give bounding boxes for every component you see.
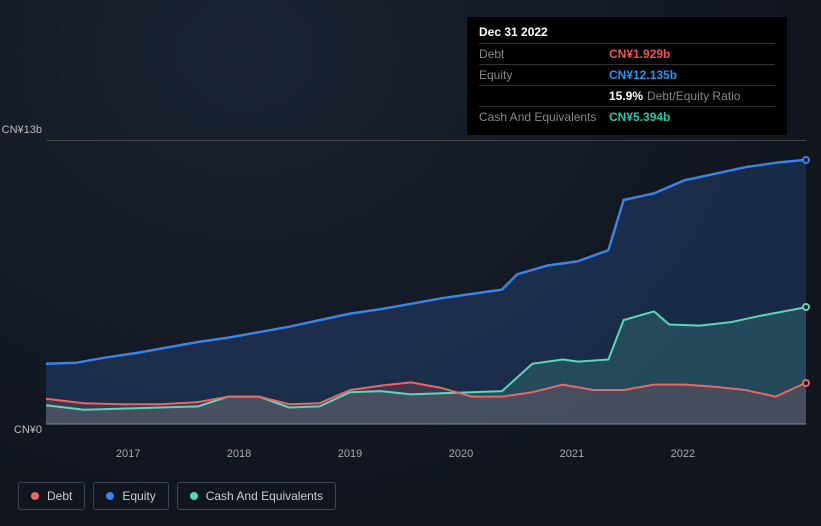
cash-end-marker-icon (802, 303, 810, 311)
x-axis-tick: 2022 (671, 448, 695, 460)
chart-plot-area[interactable] (46, 140, 806, 424)
y-axis-bottom-label: CN¥0 (0, 424, 42, 436)
tooltip-ratio-pct: 15.9% (609, 89, 643, 103)
x-axis-tick: 2017 (116, 448, 140, 460)
tooltip-title: Dec 31 2022 (479, 25, 775, 43)
tooltip-row-value: CN¥12.135b (609, 68, 677, 82)
legend-item[interactable]: Cash And Equivalents (177, 482, 336, 510)
legend-item[interactable]: Equity (93, 482, 168, 510)
x-axis: 2017 2018 2019 2020 2021 2022 (46, 448, 806, 468)
x-axis-tick: 2020 (449, 448, 473, 460)
tooltip-row: DebtCN¥1.929b (479, 43, 775, 64)
x-axis-tick: 2018 (227, 448, 251, 460)
legend-label: Equity (122, 489, 155, 503)
equity-end-marker-icon (802, 156, 810, 164)
tooltip-row-label: Equity (479, 68, 609, 82)
legend-label: Debt (47, 489, 72, 503)
chart-legend: Debt Equity Cash And Equivalents (18, 482, 336, 510)
legend-dot-icon (106, 492, 114, 500)
legend-item[interactable]: Debt (18, 482, 85, 510)
debt-end-marker-icon (802, 379, 810, 387)
chart-svg (46, 141, 806, 425)
x-axis-tick: 2019 (338, 448, 362, 460)
tooltip-row: 15.9% Debt/Equity Ratio (479, 85, 775, 106)
legend-dot-icon (31, 492, 39, 500)
y-axis-top-label: CN¥13b (0, 124, 42, 136)
chart-tooltip: Dec 31 2022 DebtCN¥1.929bEquityCN¥12.135… (467, 17, 787, 135)
tooltip-row-label: Cash And Equivalents (479, 110, 609, 124)
x-axis-tick: 2021 (560, 448, 584, 460)
legend-label: Cash And Equivalents (206, 489, 323, 503)
legend-dot-icon (190, 492, 198, 500)
tooltip-row-value: CN¥1.929b (609, 47, 670, 61)
tooltip-row: EquityCN¥12.135b (479, 64, 775, 85)
tooltip-row-value: CN¥5.394b (609, 110, 670, 124)
tooltip-row-label: Debt (479, 47, 609, 61)
tooltip-ratio-label: Debt/Equity Ratio (647, 89, 740, 103)
tooltip-row: Cash And EquivalentsCN¥5.394b (479, 106, 775, 127)
tooltip-row-label (479, 89, 609, 103)
